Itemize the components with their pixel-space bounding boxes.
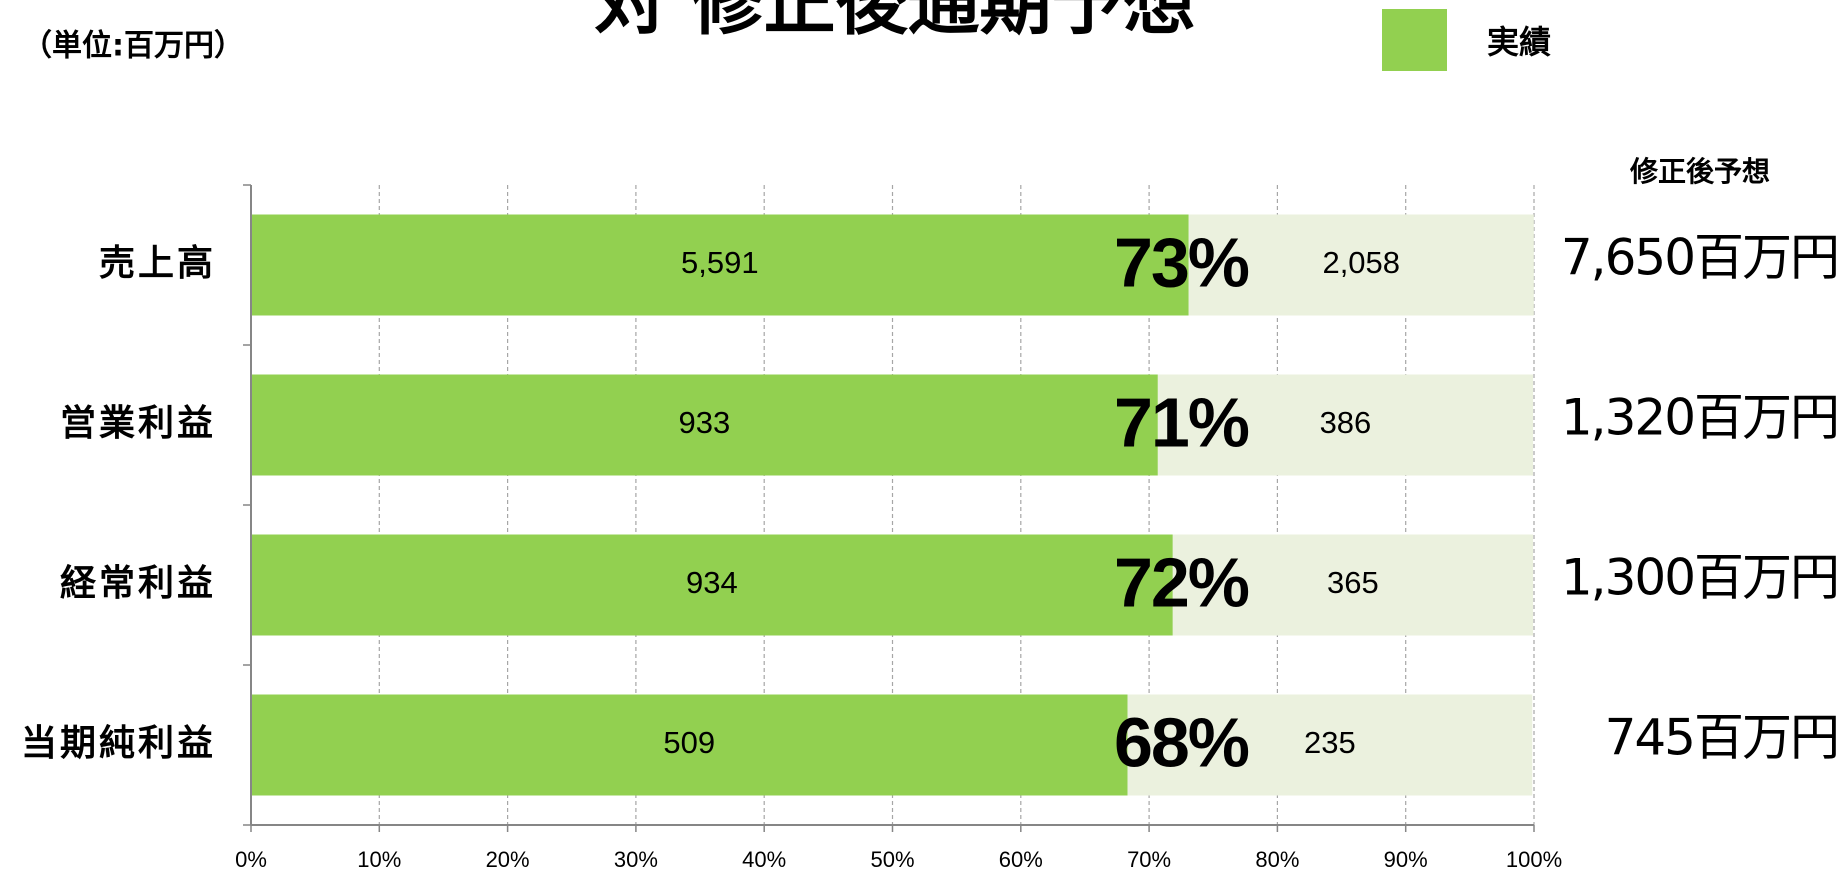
- x-tick-label: 10%: [357, 847, 401, 872]
- value-label: 365: [1327, 565, 1379, 600]
- bar-segment: [1188, 214, 1534, 316]
- bar-segment: [1127, 694, 1533, 796]
- unit-label: （単位:百万円）: [22, 29, 244, 64]
- x-tick-label: 60%: [999, 847, 1043, 872]
- bar-segment: [1172, 534, 1534, 636]
- bar-segment: [251, 214, 1189, 316]
- x-tick-label: 80%: [1255, 847, 1299, 872]
- category-label: 営業利益: [60, 403, 216, 444]
- total-label: 7,650百万円: [1561, 229, 1838, 287]
- x-tick-label: 0%: [235, 847, 267, 872]
- total-label: 1,320百万円: [1561, 389, 1838, 447]
- category-label: 当期純利益: [21, 723, 216, 764]
- value-label: 235: [1304, 725, 1356, 760]
- share-label: 73%: [1114, 223, 1249, 301]
- bar-segment: [251, 534, 1173, 636]
- x-tick-label: 20%: [486, 847, 530, 872]
- total-label: 1,300百万円: [1561, 549, 1838, 607]
- bar-segment: [251, 374, 1158, 476]
- value-label: 386: [1320, 405, 1372, 440]
- value-label: 5,591: [681, 245, 759, 280]
- x-tick-label: 50%: [870, 847, 914, 872]
- bar-segment: [1157, 374, 1534, 476]
- bar-segment: [251, 694, 1128, 796]
- share-label: 71%: [1114, 383, 1249, 461]
- totals-header: 修正後予想: [1629, 155, 1770, 188]
- value-label: 2,058: [1322, 245, 1400, 280]
- x-tick-label: 90%: [1384, 847, 1428, 872]
- share-label: 72%: [1114, 543, 1249, 621]
- x-tick-label: 100%: [1506, 847, 1562, 872]
- share-label: 68%: [1114, 703, 1249, 781]
- x-tick-label: 30%: [614, 847, 658, 872]
- total-label: 745百万円: [1605, 709, 1838, 767]
- value-label: 934: [686, 565, 738, 600]
- category-label: 経常利益: [60, 563, 216, 604]
- chart-title: 対 修正後通期予想: [594, 0, 1195, 45]
- category-label: 売上高: [99, 243, 216, 284]
- legend-label: 実績: [1487, 23, 1551, 61]
- value-label: 509: [663, 725, 715, 760]
- x-tick-label: 40%: [742, 847, 786, 872]
- value-label: 933: [679, 405, 731, 440]
- x-tick-label: 70%: [1127, 847, 1171, 872]
- legend-swatch: [1382, 9, 1447, 71]
